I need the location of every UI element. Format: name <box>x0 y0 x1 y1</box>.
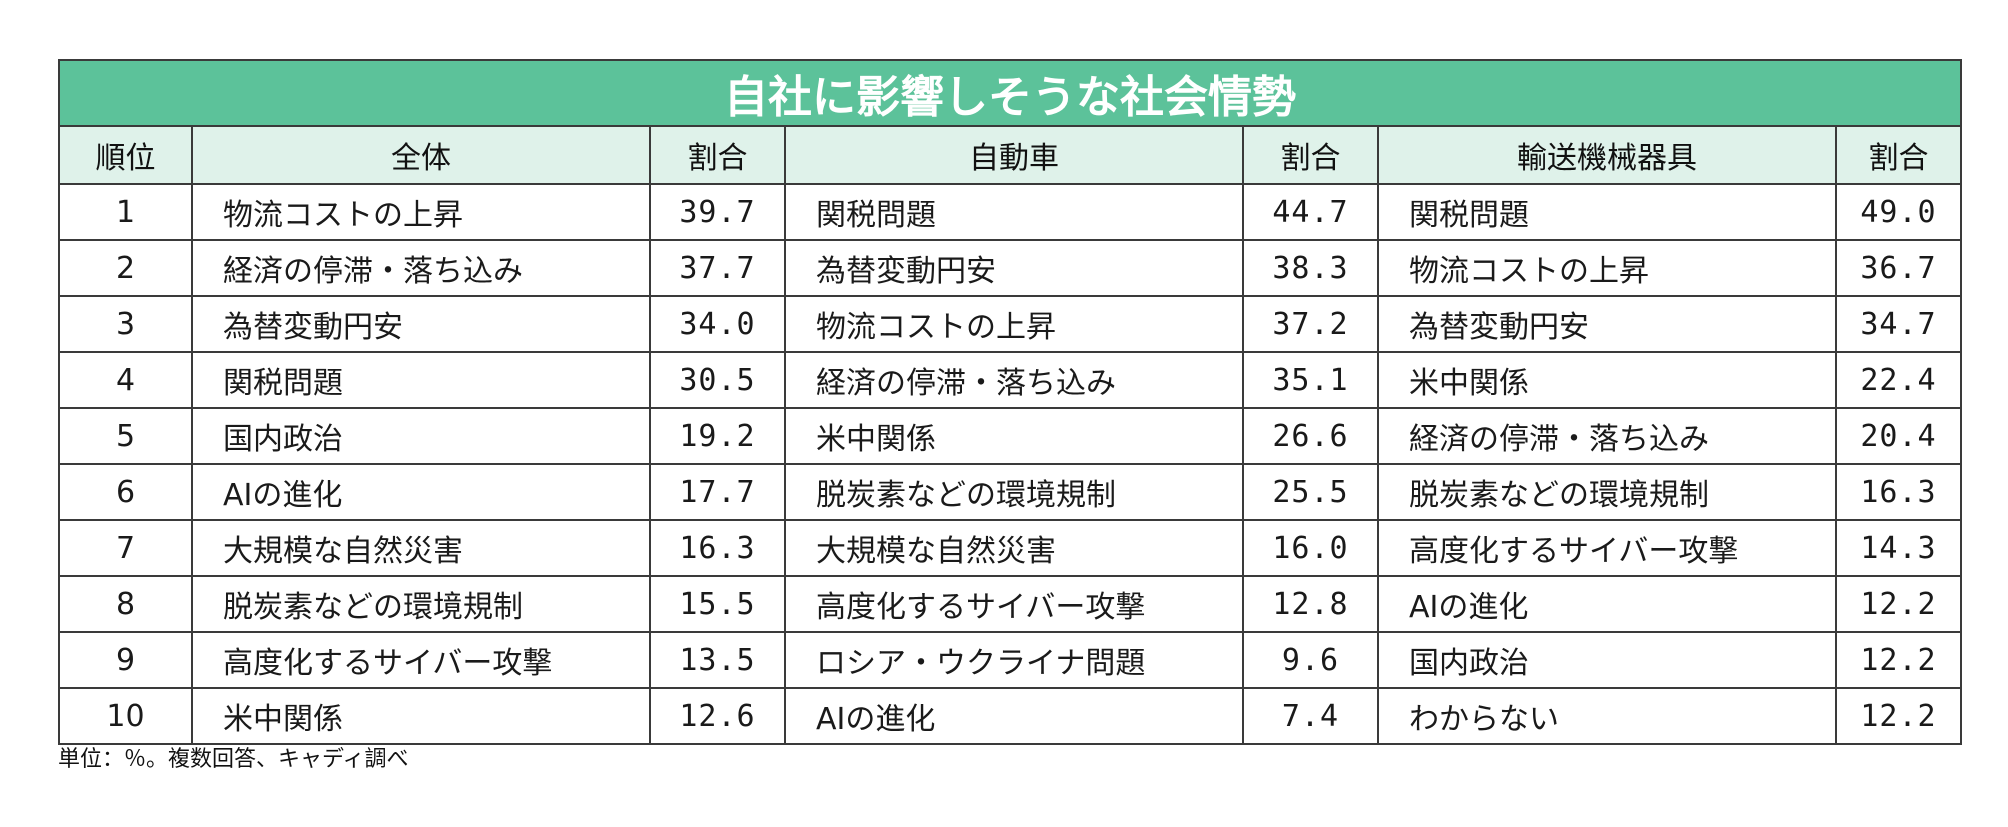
overall-pct: 16.3 <box>649 519 786 577</box>
transport-item: わからない <box>1377 687 1837 745</box>
overall-item: 経済の停滞・落ち込み <box>191 239 651 297</box>
table-row: 6 AIの進化 17.7 脱炭素などの環境規制 25.5 脱炭素などの環境規制 … <box>58 463 1962 521</box>
overall-pct: 30.5 <box>649 351 786 409</box>
rank-cell: 1 <box>58 183 193 241</box>
overall-item: 為替変動円安 <box>191 295 651 353</box>
auto-pct: 26.6 <box>1242 407 1379 465</box>
auto-item: 高度化するサイバー攻撃 <box>784 575 1244 633</box>
header-automobile: 自動車 <box>784 125 1244 185</box>
table-row: 3 為替変動円安 34.0 物流コストの上昇 37.2 為替変動円安 34.7 <box>58 295 1962 353</box>
ranking-table: 自社に影響しそうな社会情勢 順位 全体 割合 自動車 割合 輸送機械器具 割合 … <box>58 59 1962 745</box>
auto-pct: 12.8 <box>1242 575 1379 633</box>
transport-item: 経済の停滞・落ち込み <box>1377 407 1837 465</box>
overall-item: 大規模な自然災害 <box>191 519 651 577</box>
overall-item: 高度化するサイバー攻撃 <box>191 631 651 689</box>
rank-cell: 9 <box>58 631 193 689</box>
auto-pct: 16.0 <box>1242 519 1379 577</box>
auto-item: 物流コストの上昇 <box>784 295 1244 353</box>
overall-item: 物流コストの上昇 <box>191 183 651 241</box>
auto-pct: 7.4 <box>1242 687 1379 745</box>
auto-pct: 25.5 <box>1242 463 1379 521</box>
rank-cell: 10 <box>58 687 193 745</box>
overall-item: 国内政治 <box>191 407 651 465</box>
overall-item: AIの進化 <box>191 463 651 521</box>
overall-item: 関税問題 <box>191 351 651 409</box>
transport-item: 米中関係 <box>1377 351 1837 409</box>
auto-item: 脱炭素などの環境規制 <box>784 463 1244 521</box>
transport-item: 物流コストの上昇 <box>1377 239 1837 297</box>
auto-item: 米中関係 <box>784 407 1244 465</box>
auto-pct: 44.7 <box>1242 183 1379 241</box>
auto-item: AIの進化 <box>784 687 1244 745</box>
overall-pct: 17.7 <box>649 463 786 521</box>
overall-pct: 37.7 <box>649 239 786 297</box>
auto-pct: 38.3 <box>1242 239 1379 297</box>
header-automobile-ratio: 割合 <box>1242 125 1379 185</box>
auto-pct: 35.1 <box>1242 351 1379 409</box>
transport-pct: 12.2 <box>1835 575 1962 633</box>
table-row: 7 大規模な自然災害 16.3 大規模な自然災害 16.0 高度化するサイバー攻… <box>58 519 1962 577</box>
table-title: 自社に影響しそうな社会情勢 <box>58 59 1962 127</box>
source-note: 単位：％。複数回答、キャディ調べ <box>58 747 409 772</box>
transport-item: 為替変動円安 <box>1377 295 1837 353</box>
overall-pct: 39.7 <box>649 183 786 241</box>
rank-cell: 5 <box>58 407 193 465</box>
table-row: 9 高度化するサイバー攻撃 13.5 ロシア・ウクライナ問題 9.6 国内政治 … <box>58 631 1962 689</box>
auto-item: 為替変動円安 <box>784 239 1244 297</box>
transport-pct: 12.2 <box>1835 631 1962 689</box>
transport-item: 国内政治 <box>1377 631 1837 689</box>
table-row: 5 国内政治 19.2 米中関係 26.6 経済の停滞・落ち込み 20.4 <box>58 407 1962 465</box>
overall-item: 米中関係 <box>191 687 651 745</box>
transport-item: 高度化するサイバー攻撃 <box>1377 519 1837 577</box>
overall-pct: 15.5 <box>649 575 786 633</box>
rank-cell: 2 <box>58 239 193 297</box>
rank-cell: 7 <box>58 519 193 577</box>
header-overall-ratio: 割合 <box>649 125 786 185</box>
transport-item: 脱炭素などの環境規制 <box>1377 463 1837 521</box>
table-row: 10 米中関係 12.6 AIの進化 7.4 わからない 12.2 <box>58 687 1962 745</box>
transport-item: 関税問題 <box>1377 183 1837 241</box>
overall-pct: 12.6 <box>649 687 786 745</box>
transport-pct: 22.4 <box>1835 351 1962 409</box>
transport-pct: 34.7 <box>1835 295 1962 353</box>
transport-pct: 14.3 <box>1835 519 1962 577</box>
auto-pct: 37.2 <box>1242 295 1379 353</box>
rank-cell: 4 <box>58 351 193 409</box>
header-overall: 全体 <box>191 125 651 185</box>
transport-item: AIの進化 <box>1377 575 1837 633</box>
table-row: 8 脱炭素などの環境規制 15.5 高度化するサイバー攻撃 12.8 AIの進化… <box>58 575 1962 633</box>
rank-cell: 3 <box>58 295 193 353</box>
table-row: 1 物流コストの上昇 39.7 関税問題 44.7 関税問題 49.0 <box>58 183 1962 241</box>
table-row: 2 経済の停滞・落ち込み 37.7 為替変動円安 38.3 物流コストの上昇 3… <box>58 239 1962 297</box>
auto-pct: 9.6 <box>1242 631 1379 689</box>
transport-pct: 36.7 <box>1835 239 1962 297</box>
auto-item: 経済の停滞・落ち込み <box>784 351 1244 409</box>
header-transport-ratio: 割合 <box>1835 125 1962 185</box>
overall-item: 脱炭素などの環境規制 <box>191 575 651 633</box>
overall-pct: 34.0 <box>649 295 786 353</box>
header-transport-equipment: 輸送機械器具 <box>1377 125 1837 185</box>
ranking-table-container: 自社に影響しそうな社会情勢 順位 全体 割合 自動車 割合 輸送機械器具 割合 … <box>58 59 1962 745</box>
table-row: 4 関税問題 30.5 経済の停滞・落ち込み 35.1 米中関係 22.4 <box>58 351 1962 409</box>
auto-item: ロシア・ウクライナ問題 <box>784 631 1244 689</box>
header-rank: 順位 <box>58 125 193 185</box>
rank-cell: 8 <box>58 575 193 633</box>
transport-pct: 12.2 <box>1835 687 1962 745</box>
rank-cell: 6 <box>58 463 193 521</box>
auto-item: 関税問題 <box>784 183 1244 241</box>
transport-pct: 16.3 <box>1835 463 1962 521</box>
overall-pct: 13.5 <box>649 631 786 689</box>
overall-pct: 19.2 <box>649 407 786 465</box>
transport-pct: 20.4 <box>1835 407 1962 465</box>
transport-pct: 49.0 <box>1835 183 1962 241</box>
auto-item: 大規模な自然災害 <box>784 519 1244 577</box>
